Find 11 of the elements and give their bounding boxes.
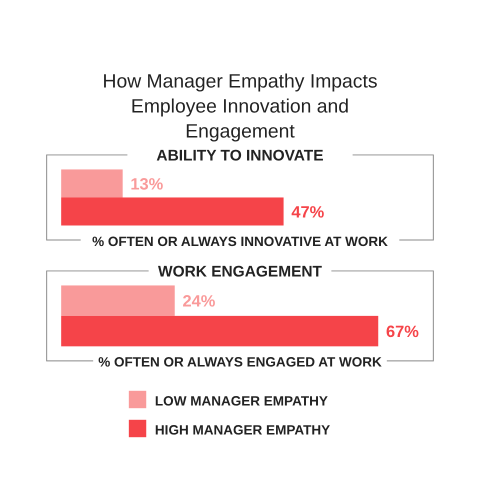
data-label: 67%	[386, 322, 420, 341]
x-axis-title: % OFTEN OR ALWAYS INNOVATIVE AT WORK	[92, 234, 388, 249]
chart-subtitle: ABILITY TO INNOVATE	[156, 148, 324, 165]
legend-label: HIGH MANAGER EMPATHY	[154, 422, 330, 438]
chart-subtitle: WORK ENGAGEMENT	[158, 264, 323, 281]
data-label: 24%	[182, 292, 216, 310]
chart-title: How Manager Empathy Impacts Employee Innovation and Engagement	[102, 71, 378, 143]
x-axis-title: % OFTEN OR ALWAYS ENGAGED AT WORK	[98, 354, 382, 370]
data-label: 13%	[130, 175, 164, 194]
data-label: 47%	[291, 203, 325, 222]
legend-label: LOW MANAGER EMPATHY	[154, 393, 328, 408]
